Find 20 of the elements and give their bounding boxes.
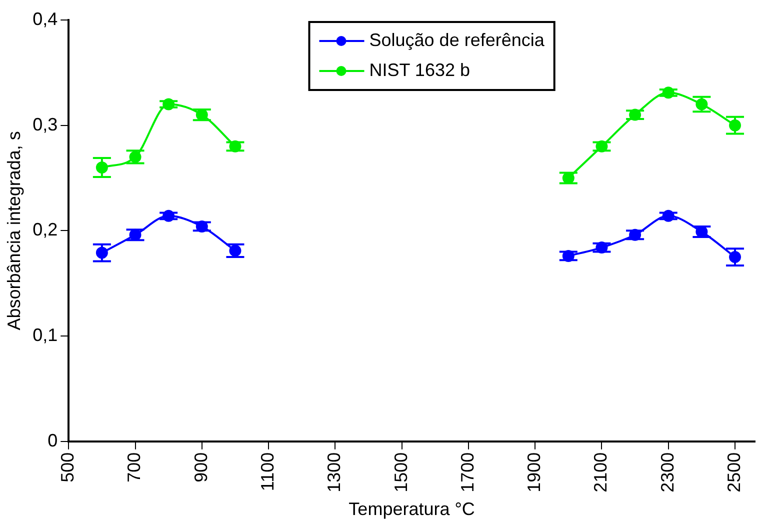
x-tick-label: 900 xyxy=(190,452,211,482)
x-tick-label: 2100 xyxy=(590,452,611,492)
x-tick-label: 1500 xyxy=(390,452,411,492)
y-tick-label: 0,2 xyxy=(32,220,58,240)
x-tick-label: 700 xyxy=(124,452,144,482)
y-tick-label: 0 xyxy=(48,430,58,450)
x-tick-label: 2500 xyxy=(724,452,744,492)
y-tick-label: 0,4 xyxy=(32,8,58,29)
y-tick-label: 0,1 xyxy=(32,324,58,345)
x-tick-label: 1300 xyxy=(324,452,344,492)
x-tick-label: 1900 xyxy=(524,452,544,492)
y-tick-label: 0,3 xyxy=(32,114,58,134)
legend-label: Solução de referência xyxy=(369,30,546,50)
x-tick-label: 2300 xyxy=(657,452,678,492)
legend-label: NIST 1632 b xyxy=(369,60,470,80)
x-tick-label: 500 xyxy=(58,452,78,482)
x-axis-title: Temperatura °C xyxy=(348,499,475,520)
x-tick-label: 1100 xyxy=(258,452,278,492)
y-axis-title: Absorbância integrada, s xyxy=(4,131,24,330)
x-tick-label: 1700 xyxy=(457,452,478,492)
